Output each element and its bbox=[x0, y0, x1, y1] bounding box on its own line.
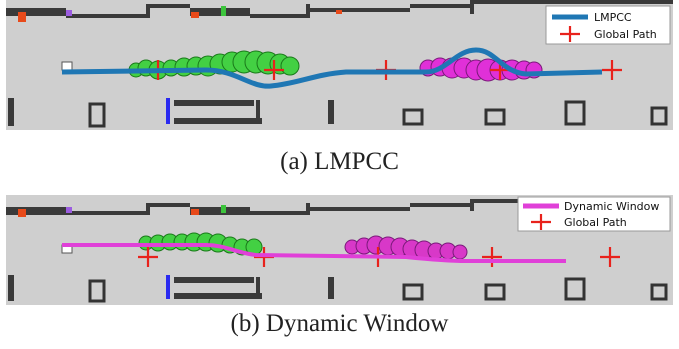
lmpcc-trajectory bbox=[61, 47, 603, 89]
legend-label-lmpcc: LMPCC bbox=[594, 11, 632, 24]
top-walls bbox=[6, 0, 673, 22]
legend-cross-icon bbox=[560, 26, 580, 42]
legend-lmpcc: LMPCC Global Path bbox=[545, 5, 671, 45]
legend-label-global-path: Global Path bbox=[594, 28, 657, 41]
panel-lmpcc: LMPCC Global Path bbox=[6, 0, 673, 130]
caption-a: (a) LMPCC bbox=[280, 148, 399, 175]
legend-dynamic-window: Dynamic Window Global Path bbox=[517, 196, 671, 232]
map-dynamic-window: Dynamic Window Global Path bbox=[6, 195, 673, 305]
legend-label-global-path: Global Path bbox=[564, 216, 627, 229]
top-walls bbox=[6, 199, 534, 217]
legend-label-dynamic-window: Dynamic Window bbox=[564, 200, 659, 213]
legend-cross-icon bbox=[531, 214, 551, 230]
bottom-obstacles bbox=[8, 275, 668, 303]
dynamic-window-trajectory bbox=[62, 243, 566, 263]
magenta-obstacle-trail bbox=[344, 235, 468, 260]
caption-b: (b) Dynamic Window bbox=[230, 310, 449, 337]
start-marker bbox=[61, 61, 73, 71]
panel-dynamic-window: Dynamic Window Global Path bbox=[6, 195, 673, 305]
map-lmpcc: LMPCC Global Path bbox=[6, 0, 673, 130]
bottom-obstacles bbox=[8, 98, 668, 128]
